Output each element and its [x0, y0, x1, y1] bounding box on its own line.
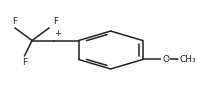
Text: +: + [54, 29, 61, 38]
Text: O: O [162, 55, 169, 64]
Text: CH₃: CH₃ [180, 55, 196, 64]
Text: F: F [12, 17, 17, 26]
Text: F: F [53, 17, 58, 26]
Text: F: F [22, 58, 27, 67]
